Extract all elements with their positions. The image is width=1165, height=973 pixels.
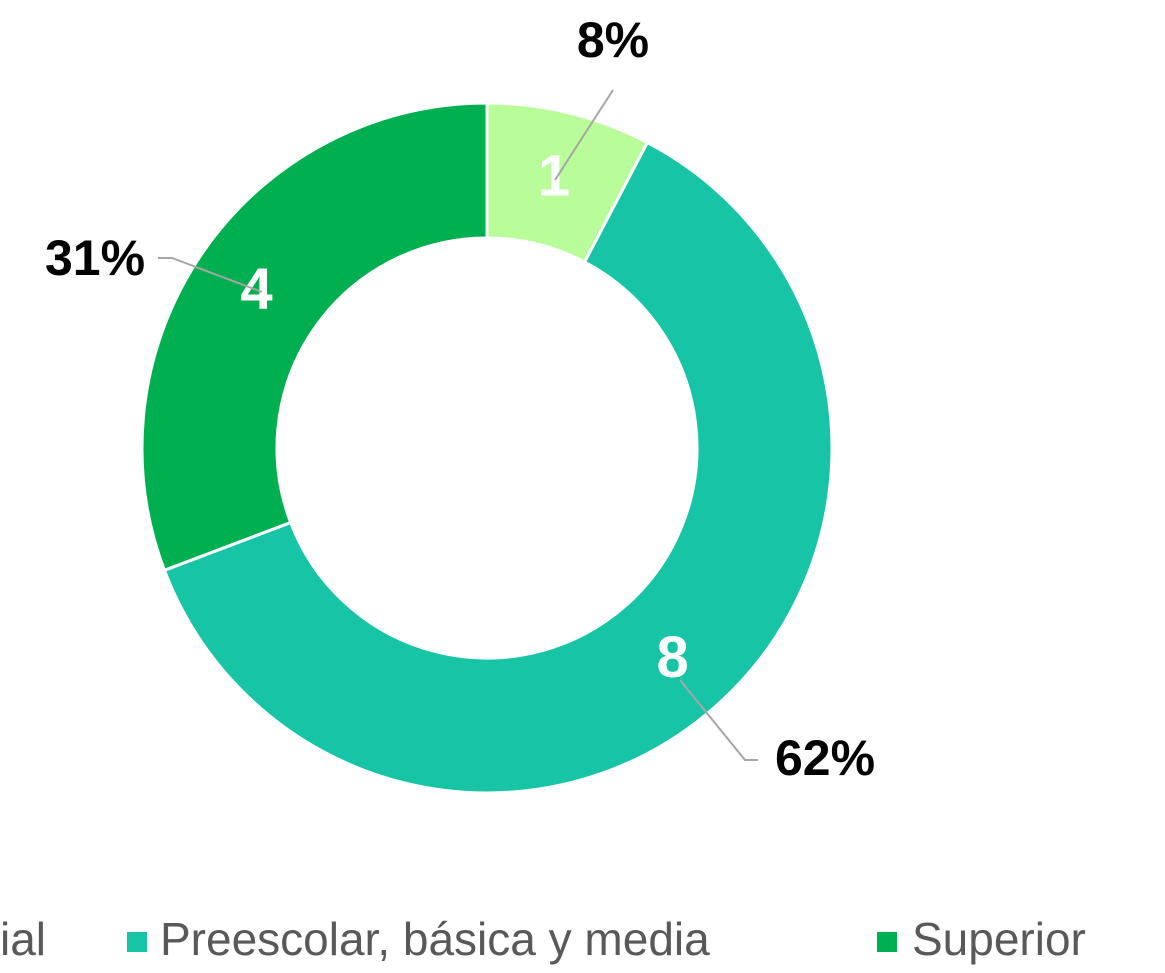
percentage-label: 8% — [577, 12, 649, 68]
donut-slice — [140, 101, 489, 573]
legend-marker — [127, 932, 147, 952]
data-label: 8 — [657, 625, 689, 690]
donut-slice — [162, 140, 834, 795]
percentage-label: 31% — [45, 230, 145, 286]
legend-label: Preescolar, básica y media — [160, 913, 710, 965]
leader-line — [554, 89, 614, 181]
percentage-label: 62% — [775, 730, 875, 786]
legend-marker — [877, 932, 897, 952]
leader-line — [158, 257, 263, 293]
legend-label: Superior — [912, 913, 1086, 965]
legend-label: ial — [0, 913, 46, 965]
leader-line — [679, 679, 758, 761]
data-label: 1 — [538, 143, 570, 208]
data-label: 4 — [240, 256, 272, 321]
